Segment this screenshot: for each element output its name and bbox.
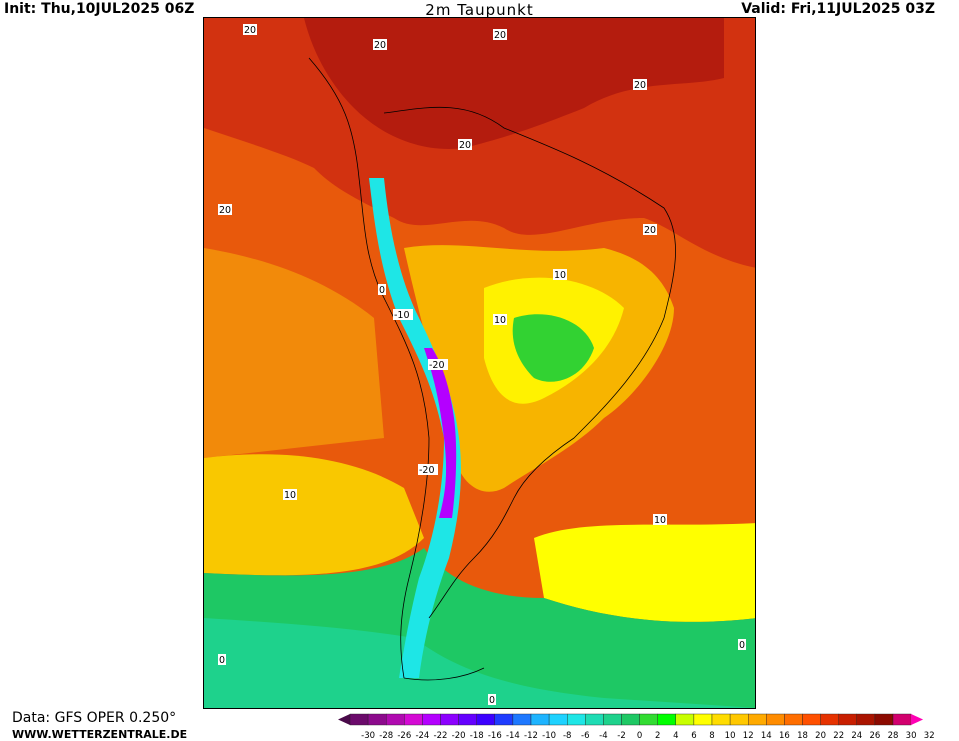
colorbar-tick-label: 10 [725, 731, 736, 740]
colorbar-swatch [386, 713, 405, 726]
data-source: Data: GFS OPER 0.250° [12, 710, 177, 726]
contour-label: -10 [394, 310, 410, 321]
colorbar-tick-label: -18 [470, 731, 484, 740]
contour-label: 20 [244, 25, 256, 36]
colorbar-tick-label: 30 [906, 731, 917, 740]
colorbar-tick-label: -22 [434, 731, 448, 740]
colorbar-swatch [748, 713, 767, 726]
colorbar-swatch [422, 713, 441, 726]
colorbar-swatch [548, 713, 568, 726]
colorbar-swatch [856, 713, 876, 726]
colorbar-tick-label: -24 [415, 731, 429, 740]
colorbar-swatch [693, 713, 713, 726]
colorbar-tick-label: 18 [797, 731, 808, 740]
colorbar-tick-label: -26 [397, 731, 411, 740]
colorbar-swatch [820, 713, 839, 726]
colorbar-swatch [603, 713, 622, 726]
colorbar-swatch [874, 713, 894, 726]
contour-label: -20 [429, 360, 445, 371]
valid-time: Valid: Fri,11JUL2025 03Z [741, 1, 935, 17]
contour-label: 20 [374, 40, 386, 51]
colorbar-tick-label: 28 [888, 731, 899, 740]
colorbar-tick-label: 26 [869, 731, 880, 740]
colorbar-swatch [838, 713, 858, 726]
colorbar-tick-label: 14 [761, 731, 772, 740]
colorbar-arrow-right [911, 714, 924, 725]
colorbar-swatch [404, 713, 423, 726]
colorbar-swatch [729, 713, 749, 726]
colorbar-swatch [494, 713, 514, 726]
colorbar-tick-label: -14 [506, 731, 520, 740]
colorbar-swatch [621, 713, 640, 726]
colorbar-tick-label: -16 [488, 731, 502, 740]
colorbar-tick-label: 12 [743, 731, 754, 740]
colorbar-arrow-left [338, 714, 350, 725]
colorbar-swatch [476, 713, 495, 726]
contour-label: 10 [554, 270, 566, 281]
colorbar-swatch [585, 713, 604, 726]
colorbar-swatch [349, 713, 369, 726]
colorbar-swatch [892, 713, 912, 726]
contour-label: 0 [219, 655, 225, 666]
colorbar: -30 -28 -26 -24 -22 -20 -18 -16 -14 -12 -10 -8 -6 -4-… [338, 713, 935, 740]
init-time: Init: Thu,10JUL2025 06Z [4, 1, 195, 17]
colorbar-tick-label: 20 [815, 731, 826, 740]
colorbar-tick-label: -4 [599, 731, 607, 740]
contour-label: 0 [379, 285, 385, 296]
colorbar-tick-label: 8 [709, 731, 714, 740]
colorbar-swatch [367, 713, 387, 726]
dewpoint-map: 20 20 20 20 20 20 20 10 10 10 10 0 -10 -… [203, 17, 756, 709]
contour-label: 10 [494, 315, 506, 326]
map-canvas: 20 20 20 20 20 20 20 10 10 10 10 0 -10 -… [204, 18, 755, 708]
contour-label: 0 [489, 695, 495, 706]
colorbar-swatch [711, 713, 731, 726]
colorbar-swatch [784, 713, 803, 726]
colorbar-tick-label: -30 [361, 731, 375, 740]
contour-label: 10 [654, 515, 666, 526]
colorbar-tick-label: -10 [542, 731, 556, 740]
contour-label: -20 [419, 465, 435, 476]
colorbar-swatch [458, 713, 477, 726]
contour-label: 10 [284, 490, 296, 501]
colorbar-swatch [766, 713, 785, 726]
contour-label: 20 [634, 80, 646, 91]
colorbar-tick-label: -8 [563, 731, 571, 740]
colorbar-swatch [440, 713, 459, 726]
colorbar-swatch [639, 713, 658, 726]
colorbar-tick-label: 6 [691, 731, 696, 740]
colorbar-tick-label: 24 [851, 731, 862, 740]
colorbar-swatch [657, 713, 677, 726]
contour-label: 0 [739, 640, 745, 651]
colorbar-tick-label: -20 [452, 731, 466, 740]
contour-label: 20 [459, 140, 471, 151]
contour-labels: 20 20 20 20 20 20 20 10 10 10 10 0 -10 -… [218, 24, 746, 706]
contour-label: 20 [494, 30, 506, 41]
colorbar-tick-label: 22 [833, 731, 844, 740]
colorbar-tick-label: -6 [581, 731, 589, 740]
colorbar-tick-label: 0 [637, 731, 642, 740]
colorbar-tick-label: 32 [924, 731, 935, 740]
colorbar-tick-label: -28 [379, 731, 393, 740]
colorbar-tick-label: 4 [673, 731, 678, 740]
colorbar-swatch [512, 713, 532, 726]
contour-label: 20 [644, 225, 656, 236]
colorbar-swatch [675, 713, 695, 726]
map-title: 2m Taupunkt [425, 1, 534, 19]
colorbar-tick-label: 2 [655, 731, 660, 740]
colorbar-swatch [566, 713, 586, 726]
colorbar-tick-label: 16 [779, 731, 790, 740]
contour-label: 20 [219, 205, 231, 216]
colorbar-swatch [802, 713, 821, 726]
website-credit: WWW.WETTERZENTRALE.DE [12, 728, 188, 741]
colorbar-tick-label: -12 [524, 731, 538, 740]
colorbar-tick-label: -2 [617, 731, 625, 740]
colorbar-swatch [530, 713, 550, 726]
